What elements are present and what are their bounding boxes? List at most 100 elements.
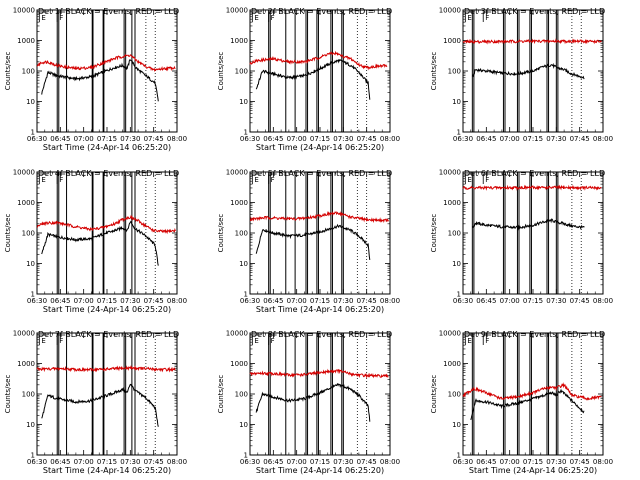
y-tick-label: 1000 — [443, 360, 461, 368]
events-series-line — [255, 58, 371, 100]
x-tick-label: 07:15 — [97, 458, 117, 466]
slider-bracket — [482, 11, 492, 22]
y-axis-label: Counts/sec — [4, 214, 12, 253]
x-axis-label: Start Time (24-Apr-14 06:25:20) — [469, 466, 597, 475]
panel-3: Det 3f BLACK = Events, RED = LLD 1 10 100 10… — [430, 7, 613, 144]
x-tick-label: 07:15 — [523, 135, 543, 143]
slider-bracket — [464, 11, 474, 22]
slider-bracket — [268, 11, 277, 22]
y-tick-label: 100 — [448, 391, 461, 399]
x-tick-label: 07:00 — [74, 297, 94, 305]
panel-title: Det 4f BLACK = Events, RED = LLD — [38, 169, 179, 178]
y-tick-label: 100 — [22, 68, 35, 76]
panel-title: Det 5f BLACK = Events, RED = LLD — [251, 169, 392, 178]
x-tick-label: 08:00 — [593, 297, 613, 305]
x-axis-label: Start Time (24-Apr-14 06:25:20) — [256, 305, 384, 314]
x-tick-label: 06:45 — [476, 458, 496, 466]
x-axis-label: Start Time (24-Apr-14 06:25:20) — [43, 143, 171, 152]
x-tick-label: 06:30 — [240, 135, 260, 143]
y-tick-label: 100 — [22, 391, 35, 399]
x-tick-label: 06:30 — [240, 458, 260, 466]
panel-title: Det 6f BLACK = Events, RED = LLD — [464, 169, 605, 178]
y-axis-label: Counts/sec — [4, 52, 12, 91]
slider-label: F — [485, 176, 489, 184]
x-tick-label: 07:00 — [500, 135, 520, 143]
x-tick-label: 07:30 — [120, 135, 140, 143]
y-tick-label: 10000 — [439, 169, 461, 177]
x-tick-label: 08:00 — [167, 297, 187, 305]
y-tick-label: 100 — [235, 230, 248, 238]
lld-series-line — [249, 50, 388, 71]
y-axis-label: Counts/sec — [430, 375, 438, 414]
x-tick-label: 07:00 — [500, 297, 520, 305]
y-axis-label: Counts/sec — [217, 52, 225, 91]
x-tick-label: 07:15 — [97, 135, 117, 143]
y-tick-label: 1000 — [230, 199, 248, 207]
y-tick-label: 10 — [239, 98, 248, 106]
lld-series-line — [36, 214, 176, 235]
x-tick-label: 06:45 — [263, 297, 283, 305]
x-tick-label: 06:45 — [263, 458, 283, 466]
lld-series-line — [249, 368, 389, 379]
y-tick-label: 1000 — [17, 199, 35, 207]
events-series-line — [471, 62, 585, 80]
slider-bracket — [464, 173, 474, 184]
y-tick-label: 10 — [452, 260, 461, 268]
plot-frame — [462, 171, 604, 295]
slider-label: F — [485, 14, 489, 22]
lld-series-line — [462, 38, 602, 45]
y-tick-label: 1 — [244, 129, 248, 137]
y-tick-label: 100 — [448, 68, 461, 76]
events-series-line — [41, 383, 159, 427]
x-tick-label: 08:00 — [380, 135, 400, 143]
plot-frame — [249, 9, 391, 133]
slider-bracket — [38, 173, 48, 184]
x-tick-label: 07:30 — [333, 458, 353, 466]
y-tick-label: 10 — [452, 98, 461, 106]
slider-label: F — [271, 176, 275, 184]
x-tick-label: 07:00 — [287, 458, 307, 466]
x-tick-label: 06:30 — [240, 297, 260, 305]
plot-frame — [36, 332, 178, 456]
y-tick-label: 1000 — [230, 37, 248, 45]
y-tick-label: 10000 — [13, 169, 35, 177]
y-tick-label: 10000 — [13, 330, 35, 338]
panel-title: Det 8f BLACK = Events, RED = LLD — [251, 330, 392, 339]
slider-label: E — [467, 337, 471, 345]
lld-series-line — [462, 184, 602, 191]
x-tick-label: 06:45 — [50, 135, 70, 143]
y-tick-label: 1 — [31, 291, 35, 299]
y-tick-label: 1000 — [230, 360, 248, 368]
lld-series-line — [36, 365, 176, 373]
x-tick-label: 06:30 — [27, 135, 47, 143]
slider-bracket — [56, 334, 66, 345]
slider-bracket — [251, 173, 261, 184]
x-tick-label: 06:45 — [476, 135, 496, 143]
x-tick-label: 06:30 — [453, 135, 473, 143]
y-tick-label: 10000 — [226, 330, 248, 338]
slider-bracket — [38, 11, 48, 22]
y-tick-label: 10 — [26, 260, 35, 268]
x-tick-label: 06:45 — [476, 297, 496, 305]
events-series-line — [470, 388, 585, 421]
panel-2: Det 2f BLACK = Events, RED = LLD 1 10 100 10… — [217, 7, 400, 153]
x-tick-label: 07:00 — [74, 458, 94, 466]
y-axis-label: Counts/sec — [4, 375, 12, 414]
x-tick-label: 07:45 — [357, 297, 377, 305]
panel-title: Det 9f BLACK = Events, RED = LLD — [464, 330, 605, 339]
x-tick-label: 06:45 — [50, 297, 70, 305]
y-axis-label: Counts/sec — [430, 214, 438, 253]
x-tick-label: 06:30 — [27, 297, 47, 305]
slider-bracket — [56, 11, 66, 22]
slider-bracket — [268, 173, 277, 184]
panel-title: Det 2f BLACK = Events, RED = LLD — [251, 7, 392, 16]
y-tick-label: 1 — [31, 129, 35, 137]
x-tick-label: 06:45 — [50, 458, 70, 466]
x-tick-label: 07:30 — [333, 135, 353, 143]
lld-series-line — [249, 210, 389, 224]
y-tick-label: 1000 — [443, 199, 461, 207]
slider-label: F — [271, 14, 275, 22]
x-tick-label: 08:00 — [380, 458, 400, 466]
x-axis-label: Start Time (24-Apr-14 06:25:20) — [43, 466, 171, 475]
